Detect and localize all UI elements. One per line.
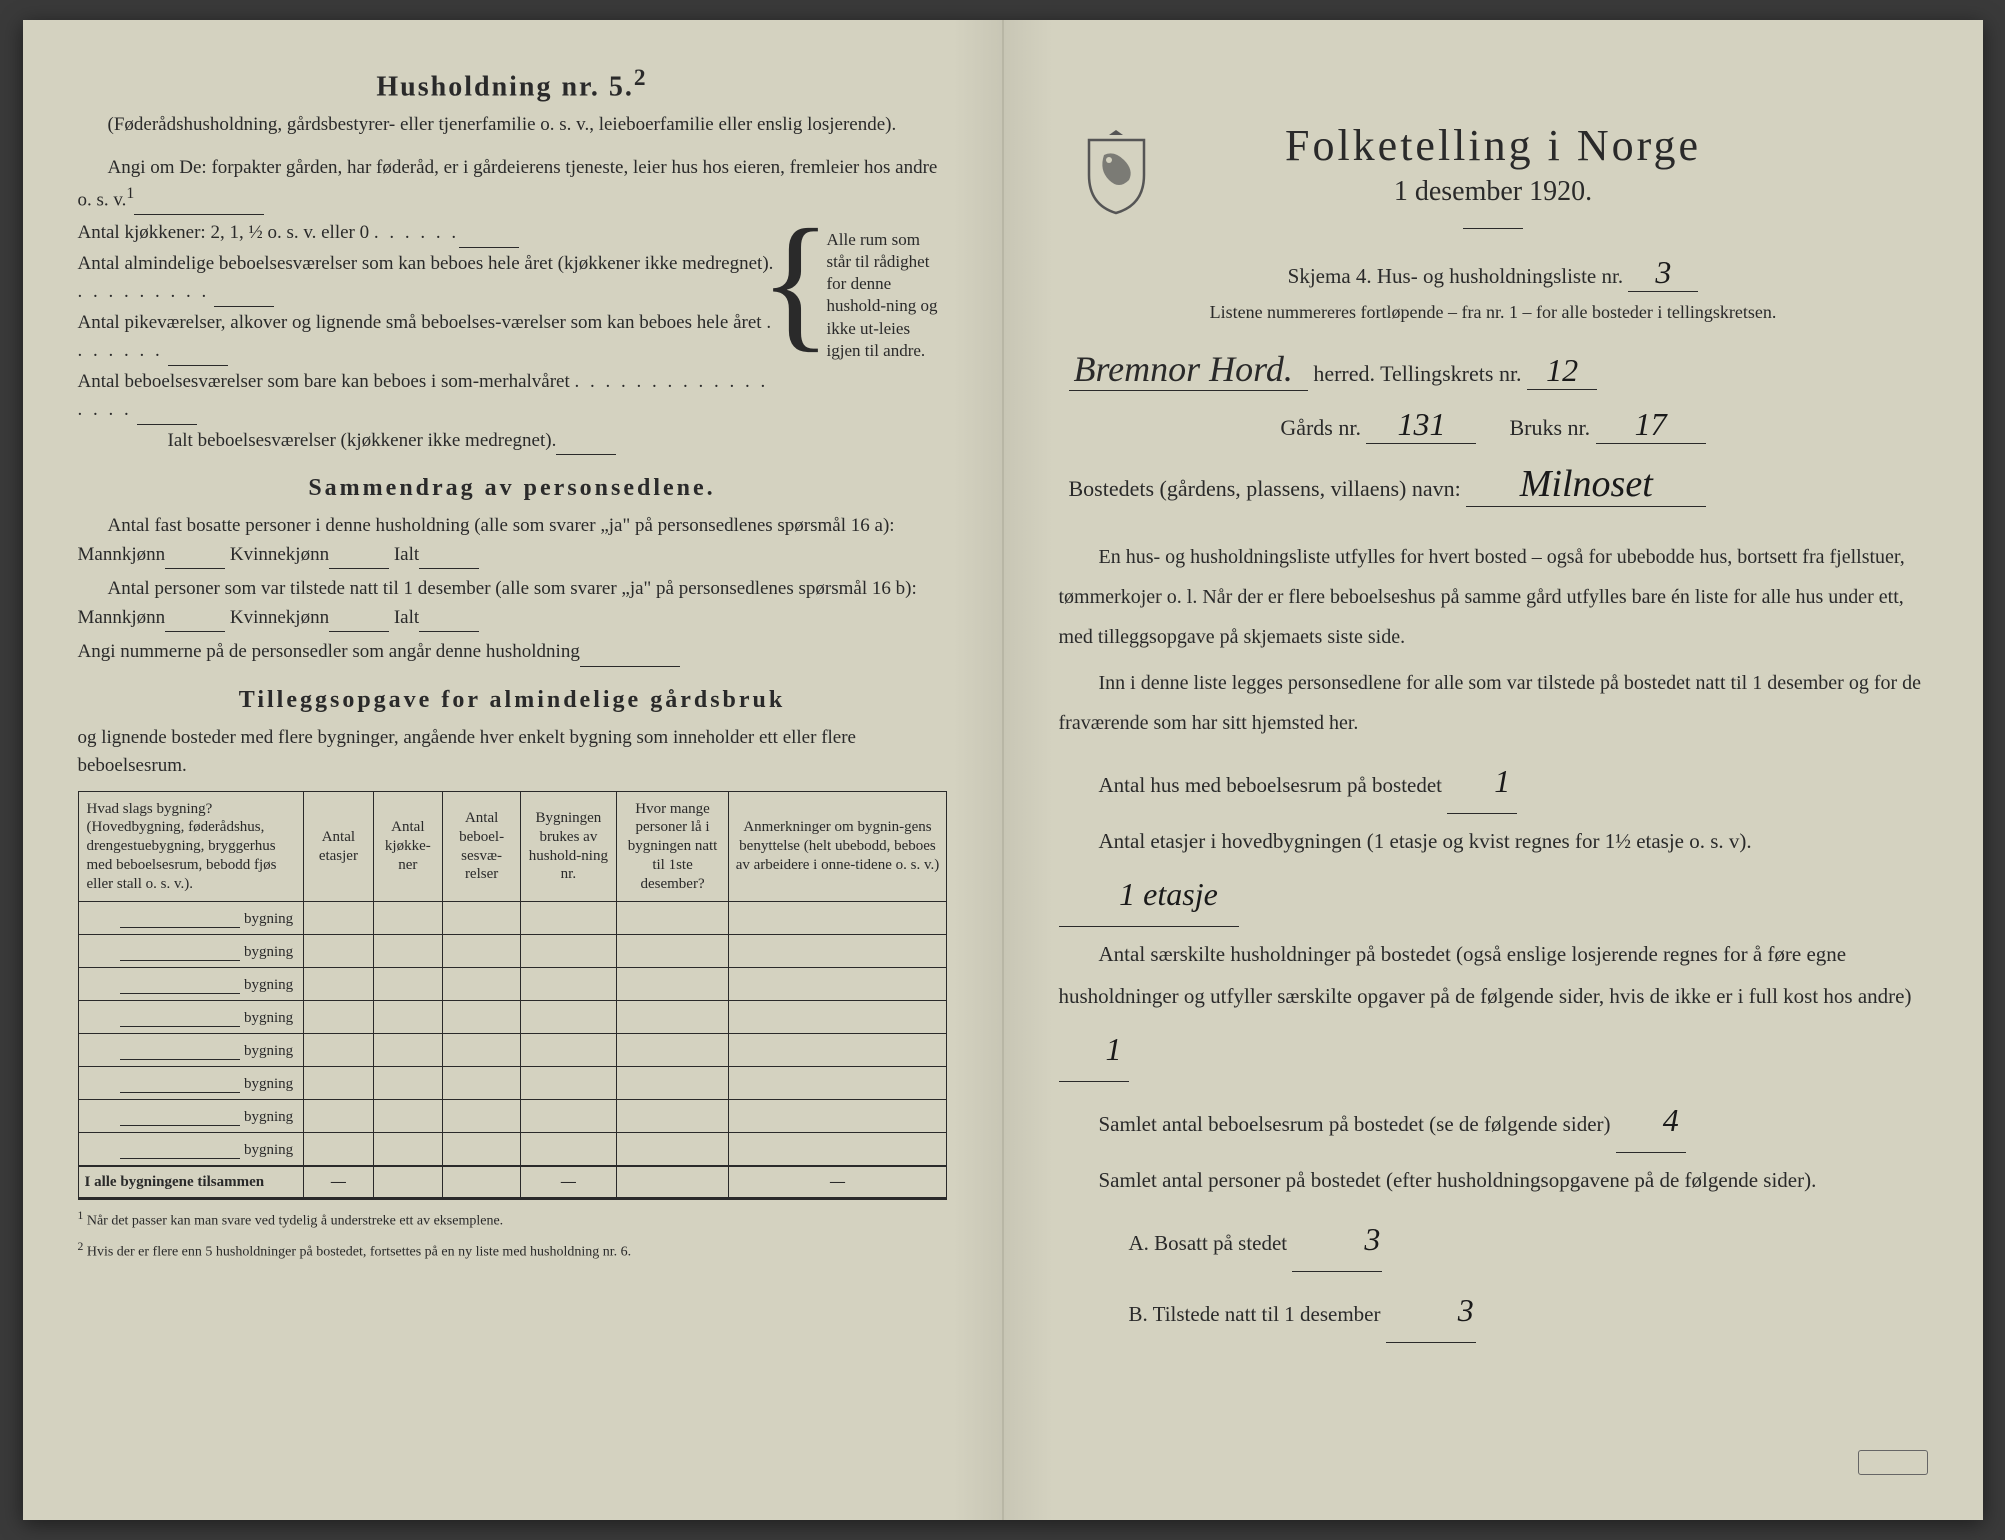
table-header-1: Hvad slags bygning? (Hovedbygning, føder…: [78, 791, 304, 902]
listene-line: Listene nummereres fortløpende – fra nr.…: [1059, 302, 1928, 323]
household-title: Husholdning nr. 5.2: [78, 65, 947, 103]
coat-of-arms-icon: [1079, 125, 1154, 215]
footnote-2: 2 Hvis der er flere enn 5 husholdninger …: [78, 1239, 947, 1262]
document-container: Husholdning nr. 5.2 (Føderådshusholdning…: [23, 20, 1983, 1520]
samlet-personer-line: Samlet antal personer på bostedet (efter…: [1059, 1159, 1928, 1201]
table-header-5: Bygningen brukes av hushold-ning nr.: [521, 791, 616, 902]
skjema-line: Skjema 4. Hus- og husholdningsliste nr. …: [1059, 254, 1928, 292]
brace-symbol: {: [760, 219, 832, 347]
table-header-7: Anmerkninger om bygnin-gens benyttelse (…: [729, 791, 946, 902]
main-title: Folketelling i Norge: [1059, 120, 1928, 171]
table-row: bygning: [78, 902, 946, 935]
tillegg-subtitle: og lignende bosteder med flere bygninger…: [78, 724, 947, 781]
table-row: bygning: [78, 1001, 946, 1034]
tillegg-table: Hvad slags bygning? (Hovedbygning, føder…: [78, 791, 947, 1200]
herred-line: Bremnor Hord. herred. Tellingskrets nr. …: [1059, 348, 1928, 391]
footnote-1: 1 Når det passer kan man svare ved tydel…: [78, 1208, 947, 1231]
table-row: bygning: [78, 1100, 946, 1133]
table-row: bygning: [78, 935, 946, 968]
angi-nummerne: Angi nummerne på de personsedler som ang…: [78, 638, 947, 667]
antal-hus-line: Antal hus med beboelsesrum på bostedet 1: [1059, 749, 1928, 814]
right-page: Folketelling i Norge 1 desember 1920. Sk…: [1004, 20, 1983, 1520]
bosatt-a-line: A. Bosatt på stedet 3: [1059, 1207, 1928, 1272]
tillegg-title: Tilleggsopgave for almindelige gårdsbruk: [78, 687, 947, 714]
table-row: bygning: [78, 1067, 946, 1100]
brace-note: Alle rum som står til rådighet for denne…: [827, 229, 947, 362]
gards-line: Gårds nr. 131 Bruks nr. 17: [1059, 406, 1928, 444]
table-row: bygning: [78, 1133, 946, 1167]
title-divider: [1463, 228, 1523, 229]
sammendrag-line-2: Antal personer som var tilstede natt til…: [78, 575, 947, 632]
paragraph-2: Inn i denne liste legges personsedlene f…: [1059, 663, 1928, 743]
paragraph-1: En hus- og husholdningsliste utfylles fo…: [1059, 537, 1928, 657]
table-row: bygning: [78, 1034, 946, 1067]
sammendrag-title: Sammendrag av personsedlene.: [78, 475, 947, 502]
table-total-row: I alle bygningene tilsammen———: [78, 1166, 946, 1198]
bostedets-line: Bostedets (gårdens, plassens, villaens) …: [1059, 462, 1928, 507]
antal-section: Antal kjøkkener: 2, 1, ½ o. s. v. eller …: [78, 219, 947, 455]
table-header-4: Antal beboel-sesvæ-relser: [443, 791, 521, 902]
table-header-3: Antal kjøkke-ner: [373, 791, 442, 902]
antal-saerskilte-line: Antal særskilte husholdninger på bostede…: [1059, 933, 1928, 1082]
table-header-2: Antal etasjer: [304, 791, 373, 902]
tilstede-b-line: B. Tilstede natt til 1 desember 3: [1059, 1278, 1928, 1343]
printer-stamp: [1858, 1450, 1928, 1475]
table-header-6: Hvor mange personer lå i bygningen natt …: [616, 791, 729, 902]
samlet-beboelsesrum-line: Samlet antal beboelsesrum på bostedet (s…: [1059, 1088, 1928, 1153]
household-subtitle: (Føderådshusholdning, gårdsbestyrer- ell…: [78, 111, 947, 140]
main-date: 1 desember 1920.: [1059, 176, 1928, 208]
antal-etasjer-line: Antal etasjer i hovedbygningen (1 etasje…: [1059, 820, 1928, 927]
table-row: bygning: [78, 968, 946, 1001]
sammendrag-line-1: Antal fast bosatte personer i denne hush…: [78, 512, 947, 569]
left-page: Husholdning nr. 5.2 (Føderådshusholdning…: [23, 20, 1004, 1520]
